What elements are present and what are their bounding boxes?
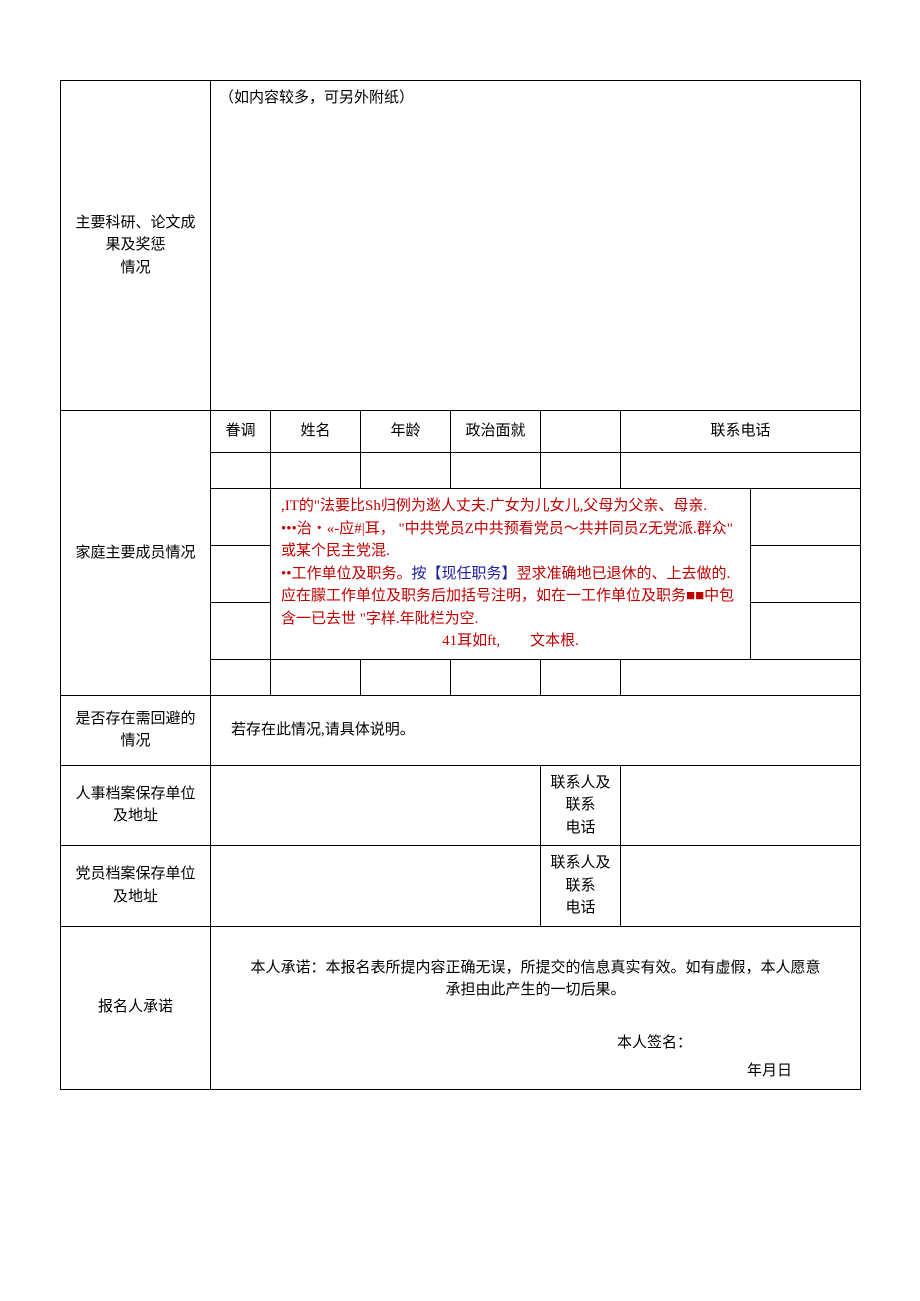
- promise-text: 本人承诺：本报名表所提内容正确无误，所提交的信息真实有效。如有虚假，本人愿意承担…: [249, 957, 822, 1002]
- family-age-header: 年龄: [361, 411, 451, 453]
- hr-archive-label: 人事档案保存单位 及地址: [61, 765, 211, 846]
- research-content[interactable]: （如内容较多，可另外附纸）: [211, 81, 861, 411]
- family-row-relation[interactable]: [211, 489, 271, 546]
- party-archive-value[interactable]: [211, 846, 541, 927]
- family-row-relation[interactable]: [211, 453, 271, 489]
- family-row-phone[interactable]: [621, 453, 861, 489]
- instr-line1: ,IT的"法要比Sh归例为逖人丈夫.广女为儿女儿,父母为父亲、母亲.: [281, 498, 707, 514]
- date-label: 年月日: [219, 1060, 852, 1083]
- signature-label: 本人签名：: [219, 1032, 852, 1055]
- family-row-political[interactable]: [451, 453, 541, 489]
- family-row-blank[interactable]: [541, 453, 621, 489]
- instr-line2: •••治・«-应#|耳， "中共党员Z中共预看党员〜共并同员Z无党派.群众" 或…: [281, 521, 733, 560]
- avoid-label: 是否存在需回避的 情况: [61, 695, 211, 765]
- family-instructions: ,IT的"法要比Sh归例为逖人丈夫.广女为儿女儿,父母为父亲、母亲. •••治・…: [271, 489, 751, 660]
- instr-line3b: 按【现任职务】: [412, 566, 517, 582]
- family-label: 家庭主要成员情况: [61, 411, 211, 696]
- family-relation-header: 眷调: [211, 411, 271, 453]
- avoid-note: 若存在此情况,请具体说明。: [231, 722, 415, 738]
- party-contact-value[interactable]: [621, 846, 861, 927]
- family-row-phone[interactable]: [621, 659, 861, 695]
- family-row-age[interactable]: [361, 659, 451, 695]
- family-row-relation[interactable]: [211, 602, 271, 659]
- registration-form-table: 主要科研、论文成 果及奖惩 情况 （如内容较多，可另外附纸） 家庭主要成员情况 …: [60, 80, 861, 1090]
- family-row-age[interactable]: [361, 453, 451, 489]
- promise-content: 本人承诺：本报名表所提内容正确无误，所提交的信息真实有效。如有虚假，本人愿意承担…: [211, 926, 861, 1089]
- family-row-political[interactable]: [451, 659, 541, 695]
- hr-contact-value[interactable]: [621, 765, 861, 846]
- family-row-phone[interactable]: [751, 602, 861, 659]
- avoid-content[interactable]: 若存在此情况,请具体说明。: [211, 695, 861, 765]
- family-political-header: 政治面就: [451, 411, 541, 453]
- instr-line4a: 41耳如ft,: [442, 633, 500, 649]
- hr-archive-value[interactable]: [211, 765, 541, 846]
- research-label: 主要科研、论文成 果及奖惩 情况: [61, 81, 211, 411]
- party-archive-label: 党员档案保存单位 及地址: [61, 846, 211, 927]
- family-name-header: 姓名: [271, 411, 361, 453]
- family-row-relation[interactable]: [211, 545, 271, 602]
- family-row-blank[interactable]: [541, 659, 621, 695]
- family-row-relation[interactable]: [211, 659, 271, 695]
- promise-label: 报名人承诺: [61, 926, 211, 1089]
- family-row-phone[interactable]: [751, 545, 861, 602]
- instr-line3a: ••工作单位及职务。: [281, 566, 412, 582]
- family-row-phone[interactable]: [751, 489, 861, 546]
- family-row-name[interactable]: [271, 659, 361, 695]
- family-blank-header: [541, 411, 621, 453]
- hr-contact-label: 联系人及联系 电话: [541, 765, 621, 846]
- family-phone-header: 联系电话: [621, 411, 861, 453]
- research-note: （如内容较多，可另外附纸）: [219, 90, 414, 106]
- party-contact-label: 联系人及联系 电话: [541, 846, 621, 927]
- instr-line4b: 文本根.: [530, 633, 579, 649]
- family-row-name[interactable]: [271, 453, 361, 489]
